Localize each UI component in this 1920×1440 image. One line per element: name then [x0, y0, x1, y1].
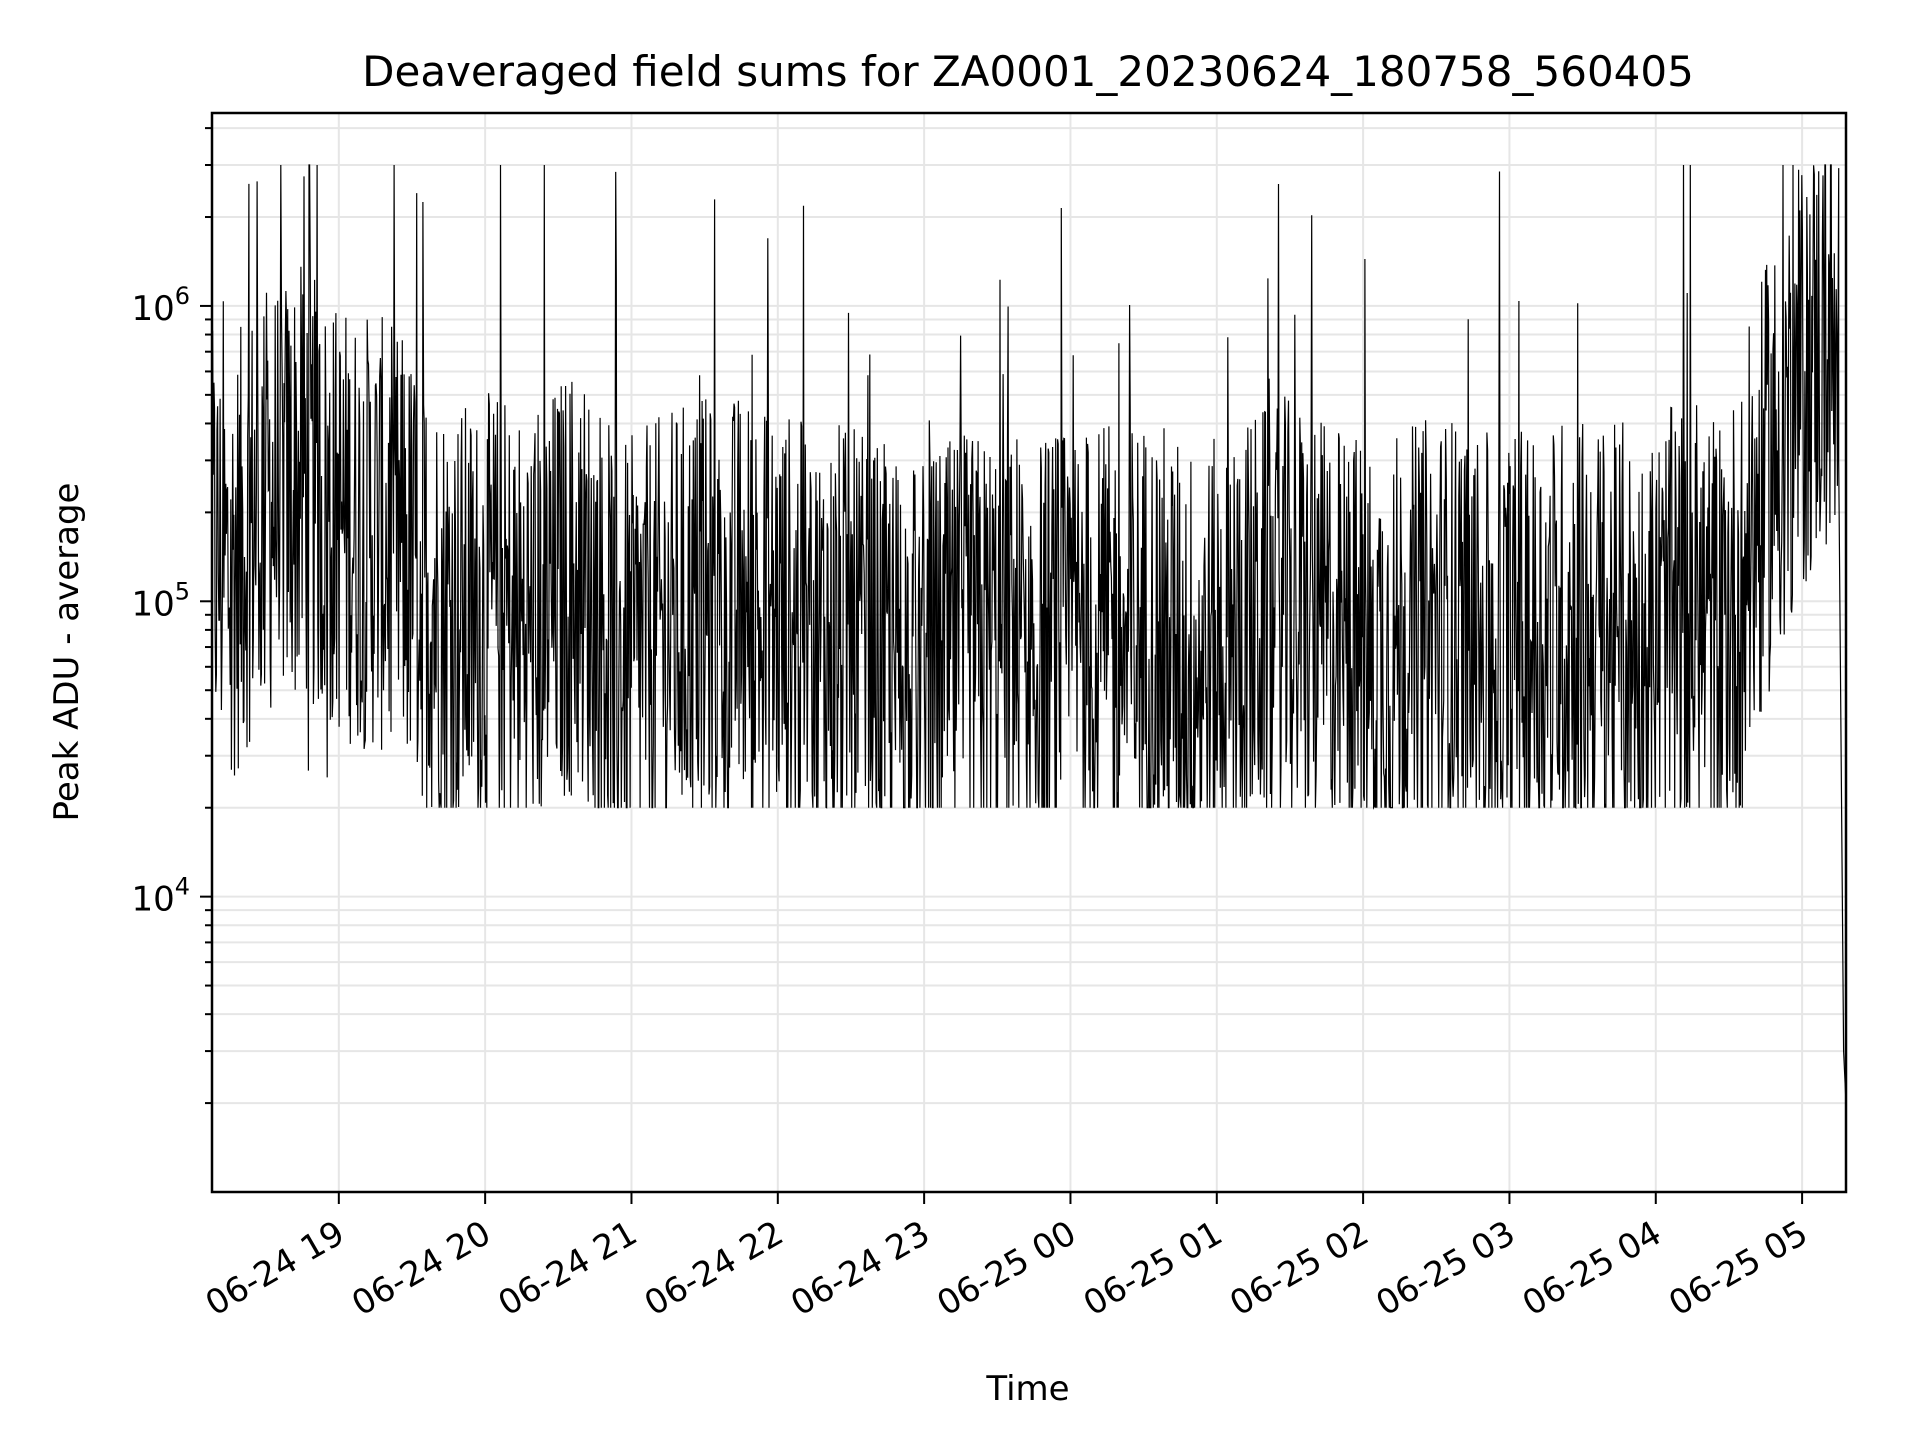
x-tick-label: 06-25 04 [1516, 1213, 1668, 1324]
x-tick-label: 06-25 05 [1662, 1213, 1814, 1324]
y-tick-label: 105 [131, 577, 190, 624]
y-tick-label: 106 [131, 282, 190, 329]
x-tick-label: 06-24 23 [784, 1213, 936, 1324]
plot-frame [210, 111, 1848, 1194]
x-tick-label: 06-24 21 [492, 1213, 644, 1324]
x-tick-label: 06-25 01 [1077, 1213, 1229, 1324]
series-line [211, 164, 1847, 1104]
x-tick-label: 06-25 03 [1370, 1213, 1522, 1324]
axis-ticks [200, 127, 1804, 1204]
y-axis-label: Peak ADU - average [47, 483, 87, 822]
x-tick-label: 06-25 00 [931, 1213, 1083, 1324]
x-axis-label: Time [985, 1369, 1069, 1409]
series-layer [211, 164, 1847, 1104]
x-tick-label: 06-24 19 [199, 1213, 351, 1324]
x-tick-label: 06-24 20 [345, 1213, 497, 1324]
x-tick-label: 06-25 02 [1223, 1213, 1375, 1324]
chart-title: Deaveraged field sums for ZA0001_2023062… [362, 47, 1694, 96]
x-tick-label: 06-24 22 [638, 1213, 790, 1324]
y-tick-label: 104 [131, 873, 190, 920]
